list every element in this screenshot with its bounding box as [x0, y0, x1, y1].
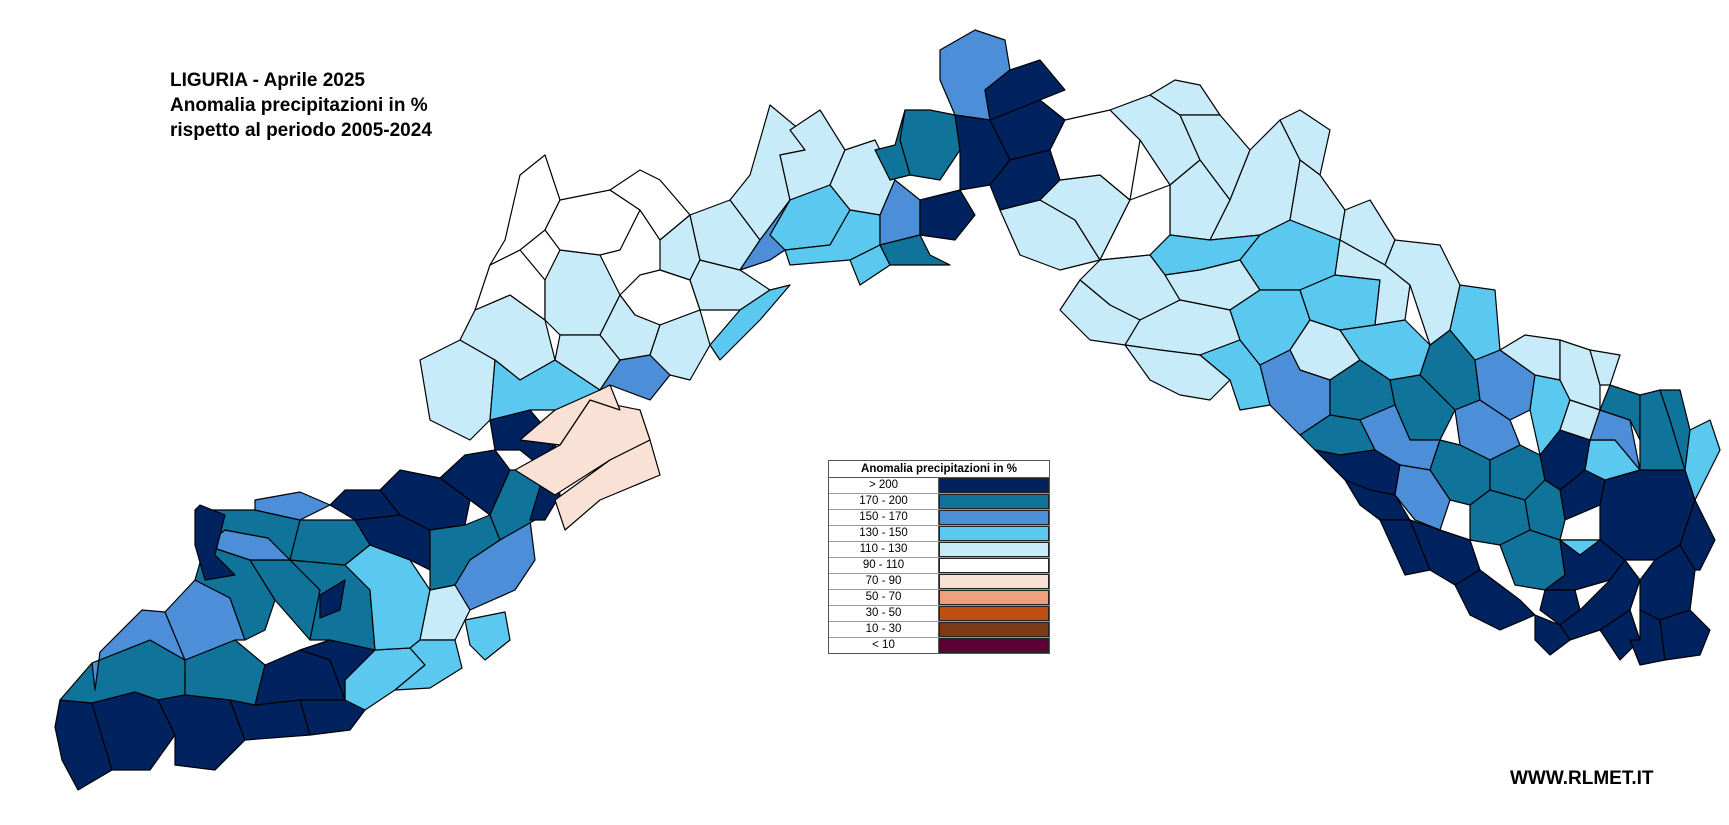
legend-label: 70 - 90	[829, 574, 939, 589]
municipality-region	[1534, 614, 1571, 656]
legend-label: > 200	[829, 478, 939, 493]
legend-swatch	[939, 590, 1049, 605]
legend-rows: > 200 170 - 200 150 - 170 130 - 150 110 - 13…	[829, 478, 1049, 653]
municipality-region	[984, 59, 1066, 121]
title-line-1: LIGURIA - Aprile 2025	[170, 70, 365, 91]
legend-swatch	[939, 542, 1049, 557]
municipality-region	[1684, 419, 1721, 501]
legend-swatch	[939, 606, 1049, 621]
municipality-region	[1449, 284, 1501, 361]
municipality-region	[1414, 519, 1441, 531]
municipality-region	[1334, 239, 1411, 326]
municipality-region	[1559, 399, 1601, 441]
legend-swatch	[939, 574, 1049, 589]
municipality-region	[299, 699, 366, 736]
municipality-region	[194, 504, 236, 581]
municipality-region	[919, 189, 976, 241]
legend-row: 10 - 30	[829, 622, 1049, 638]
map-title: LIGURIA - Aprile 2025 Anomalia precipita…	[170, 68, 432, 143]
legend-swatch	[939, 478, 1049, 493]
municipality-region	[709, 284, 791, 361]
title-line-2: Anomalia precipitazioni in %	[170, 95, 428, 116]
legend-row: 50 - 70	[829, 590, 1049, 606]
municipality-region	[1149, 79, 1221, 116]
legend-label: 10 - 30	[829, 622, 939, 637]
legend-label: 170 - 200	[829, 494, 939, 509]
municipality-region	[1279, 109, 1331, 176]
legend-label: 30 - 50	[829, 606, 939, 621]
legend-swatch	[939, 638, 1049, 653]
municipality-region	[874, 109, 911, 181]
municipality-region	[1679, 499, 1716, 571]
legend-swatch	[939, 510, 1049, 525]
municipality-region	[1524, 479, 1566, 541]
municipality-region	[1379, 519, 1431, 576]
legend-row: < 10	[829, 638, 1049, 653]
municipality-region	[91, 609, 186, 691]
municipality-region	[1659, 609, 1711, 661]
legend-row: 150 - 170	[829, 510, 1049, 526]
legend-title: Anomalia precipitazioni in %	[829, 461, 1049, 478]
municipality-region	[554, 439, 661, 531]
legend-row: 30 - 50	[829, 606, 1049, 622]
legend-row: 130 - 150	[829, 526, 1049, 542]
legend: Anomalia precipitazioni in % > 200 170 - …	[828, 460, 1050, 654]
legend-label: 90 - 110	[829, 558, 939, 573]
municipality-region	[1589, 349, 1621, 386]
legend-row: 90 - 110	[829, 558, 1049, 574]
legend-swatch	[939, 526, 1049, 541]
municipality-region	[464, 611, 511, 661]
legend-swatch	[939, 494, 1049, 509]
legend-label: 50 - 70	[829, 590, 939, 605]
legend-row: 110 - 130	[829, 542, 1049, 558]
legend-row: 70 - 90	[829, 574, 1049, 590]
municipality-region	[379, 469, 471, 531]
municipality-region	[1544, 539, 1626, 591]
legend-label: 150 - 170	[829, 510, 939, 525]
legend-label: < 10	[829, 638, 939, 653]
municipality-region	[419, 339, 496, 441]
municipality-region	[394, 639, 463, 691]
municipality-region	[544, 189, 641, 256]
municipality-region	[1559, 539, 1601, 556]
website-credit: WWW.RLMET.IT	[1510, 768, 1654, 789]
legend-swatch	[939, 622, 1049, 637]
legend-swatch	[939, 558, 1049, 573]
municipality-region	[489, 154, 561, 266]
legend-label: 130 - 150	[829, 526, 939, 541]
municipality-region	[1384, 239, 1461, 346]
municipality-region	[319, 579, 346, 619]
legend-label: 110 - 130	[829, 542, 939, 557]
title-line-3: rispetto al periodo 2005-2024	[170, 120, 432, 141]
legend-row: 170 - 200	[829, 494, 1049, 510]
municipality-region	[254, 491, 331, 521]
legend-row: > 200	[829, 478, 1049, 494]
